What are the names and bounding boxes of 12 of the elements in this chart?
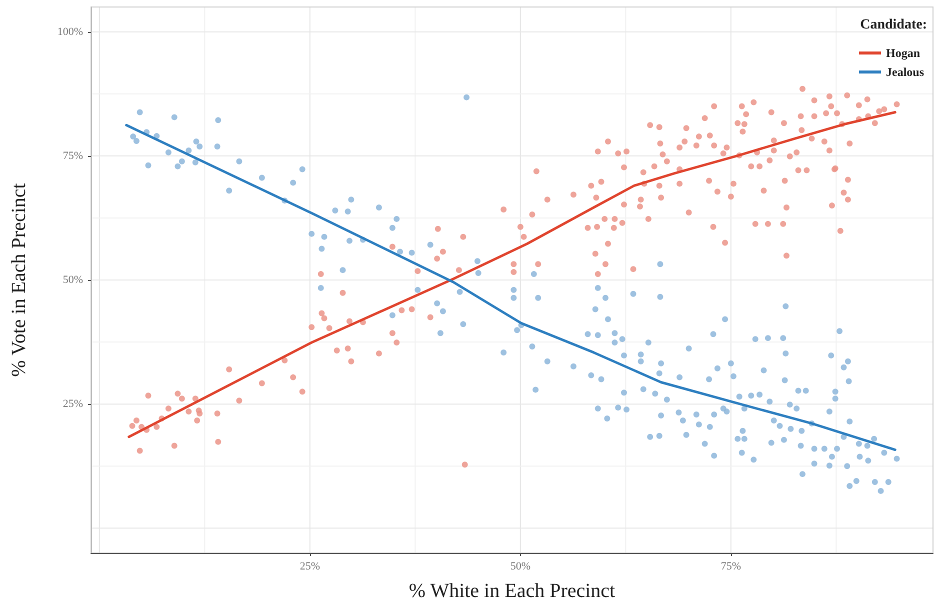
x-tick-label: 25% bbox=[300, 560, 320, 572]
x-tick-label: 50% bbox=[510, 560, 531, 572]
x-axis-title: % White in Each Precinct bbox=[408, 580, 616, 602]
legend-label: Jealous bbox=[886, 65, 924, 79]
y-axis-title: % Vote in Each Precinct bbox=[8, 182, 30, 377]
y-tick-label: 75% bbox=[62, 150, 83, 162]
y-tick-label: 50% bbox=[62, 274, 83, 286]
x-tick-label: 75% bbox=[720, 560, 742, 572]
legend-title: Candidate: bbox=[860, 18, 928, 32]
legend-label: Hogan bbox=[886, 46, 920, 60]
y-tick-label: 25% bbox=[62, 398, 83, 410]
y-tick-label: 100% bbox=[57, 26, 83, 38]
